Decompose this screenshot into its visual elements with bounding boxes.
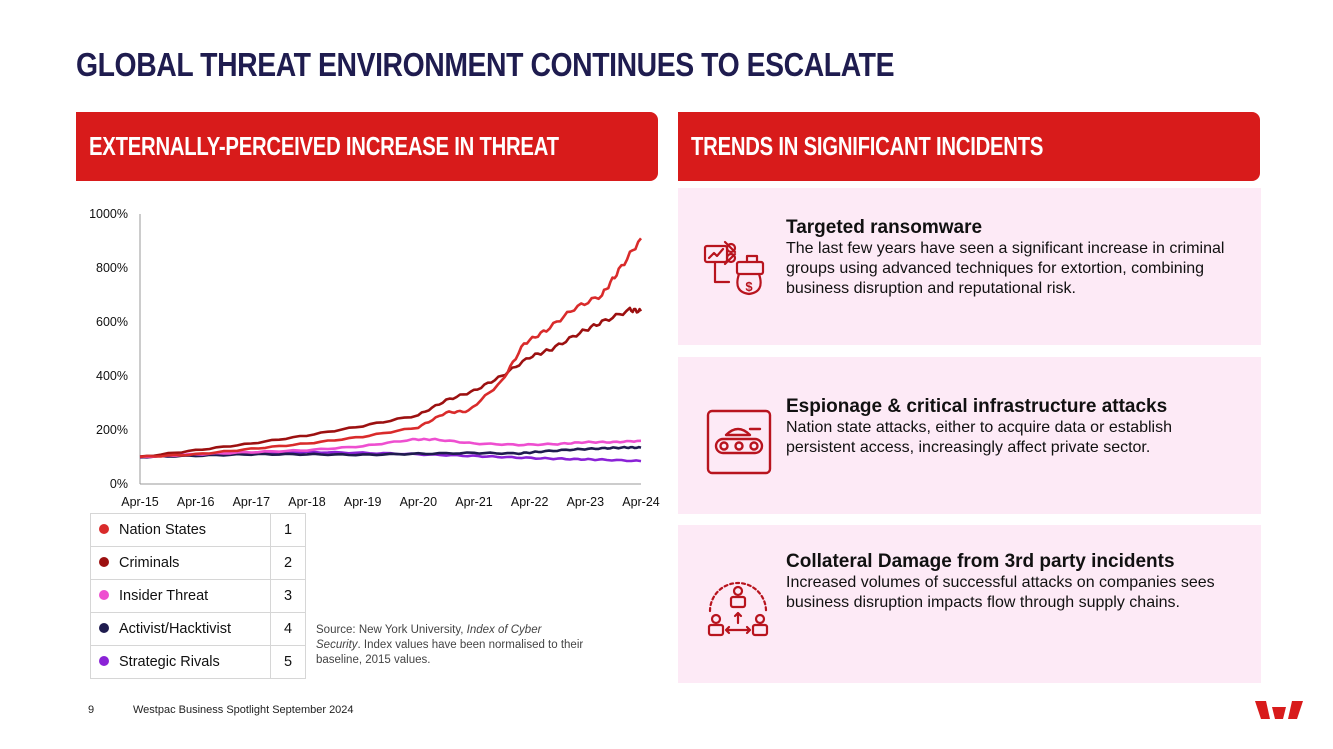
right-section-heading: TRENDS IN SIGNIFICANT INCIDENTS [691,131,1044,161]
series-line-activist-hacktivist [139,445,642,459]
page-number: 9 [88,704,95,716]
legend-row: Nation States 1 [90,513,306,547]
threat-line-chart: 0% 200% 400% 600% 800% 1000% Apr-15 Apr-16 Apr-1… [89,207,660,509]
legend-dot-icon [99,524,109,535]
x-tick-label: Apr-24 [622,495,660,509]
legend-row: Strategic Rivals 5 [90,645,306,679]
legend-label: Activist/Hacktivist [90,612,271,646]
legend-number: 1 [270,513,306,547]
legend-name: Insider Threat [119,588,209,604]
x-tick-label: Apr-16 [177,495,215,509]
right-section-banner: TRENDS IN SIGNIFICANT INCIDENTS [678,112,1260,181]
x-tick-label: Apr-19 [344,495,382,509]
third-party-icon [704,577,772,648]
legend-name: Nation States [119,522,207,538]
card-body: The last few years have seen a significa… [786,240,1225,297]
x-tick-label: Apr-15 [121,495,159,509]
legend-dot-icon [99,656,109,667]
y-tick-label: 600% [96,315,128,329]
y-tick-label: 200% [96,423,128,437]
footer-text: Westpac Business Spotlight September 202… [133,704,354,716]
legend-number: 3 [270,579,306,613]
y-tick-label: 0% [110,477,128,491]
card-title: Espionage & critical infrastructure atta… [786,396,1168,417]
legend-name: Activist/Hacktivist [119,621,231,637]
legend-label: Criminals [90,546,271,580]
legend-number: 4 [270,612,306,646]
series-line-criminals [139,306,643,458]
legend-name: Strategic Rivals [119,654,220,670]
card-body: Nation state attacks, either to acquire … [786,419,1172,456]
source-suffix: . Index values have been normalised to t… [316,639,584,666]
incident-card-espionage: Espionage & critical infrastructure atta… [678,357,1261,514]
legend-label: Strategic Rivals [90,645,271,679]
card-body: Increased volumes of successful attacks … [786,574,1215,611]
legend-dot-icon [99,623,109,634]
westpac-logo [1255,699,1303,726]
svg-text:$: $ [745,279,753,294]
chart-legend: Nation States 1 Criminals 2 Insider Threat 3 A… [90,513,306,679]
x-tick-label: Apr-20 [400,495,438,509]
left-section-banner: EXTERNALLY-PERCEIVED INCREASE IN THREAT [76,112,658,181]
y-tick-label: 400% [96,369,128,383]
source-publication: Index of Cyber Security [316,624,542,651]
legend-row: Activist/Hacktivist 4 [90,612,306,646]
incident-card-ransomware: $ Targeted ransomware The last few years… [678,188,1261,345]
x-tick-label: Apr-21 [455,495,493,509]
y-tick-label: 800% [96,261,128,275]
infrastructure-icon [706,409,772,480]
series-line-nation-states [139,237,643,459]
card-title: Targeted ransomware [786,217,983,238]
x-tick-label: Apr-23 [567,495,605,509]
legend-dot-icon [99,590,109,601]
incident-card-third-party: Collateral Damage from 3rd party inciden… [678,525,1261,683]
legend-number: 5 [270,645,306,679]
legend-dot-icon [99,557,109,568]
page-title: GLOBAL THREAT ENVIRONMENT CONTINUES TO E… [76,46,895,83]
legend-number: 2 [270,546,306,580]
legend-row: Insider Threat 3 [90,579,306,613]
ransomware-icon: $ [701,238,771,313]
x-tick-label: Apr-17 [233,495,271,509]
source-prefix: Source: New York University, [316,624,467,636]
left-section-heading: EXTERNALLY-PERCEIVED INCREASE IN THREAT [89,131,559,161]
legend-row: Criminals 2 [90,546,306,580]
card-title: Collateral Damage from 3rd party inciden… [786,551,1175,572]
source-note: Source: New York University, Index of Cy… [316,623,586,668]
x-tick-label: Apr-18 [288,495,326,509]
x-tick-label: Apr-22 [511,495,549,509]
legend-label: Insider Threat [90,579,271,613]
series-line-insider-threat [139,437,642,459]
legend-name: Criminals [119,555,180,571]
legend-label: Nation States [90,513,271,547]
y-tick-label: 1000% [89,207,128,221]
